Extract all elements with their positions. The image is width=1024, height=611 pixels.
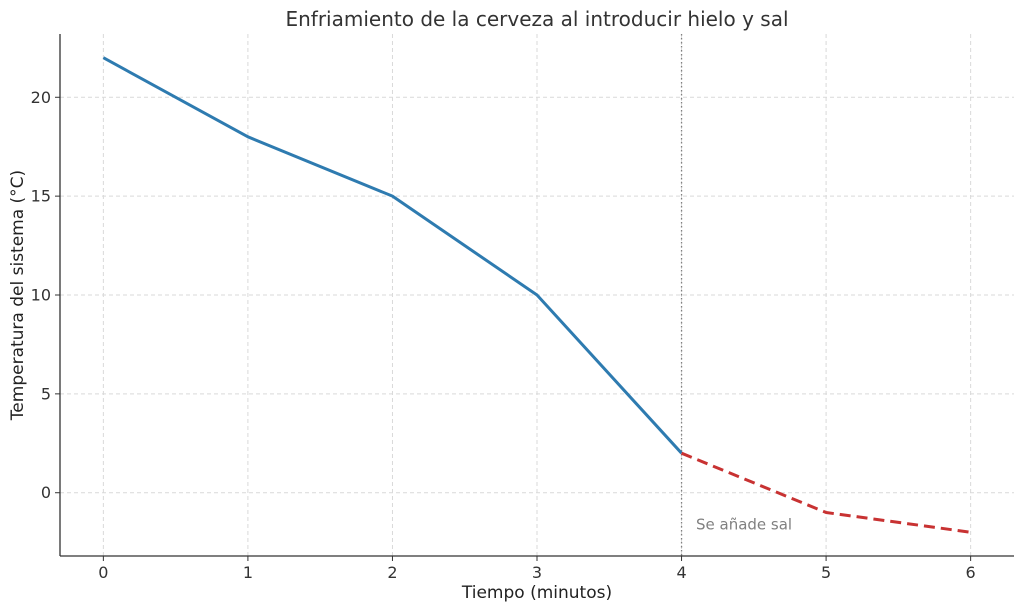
y-tick-label: 15 [31,187,51,206]
series-line-dashed [680,451,971,534]
x-axis-label: Tiempo (minutos) [461,583,612,603]
chart-title: Enfriamiento de la cerveza al introducir… [285,7,788,31]
y-tick-label: 0 [41,483,51,502]
y-tick-label: 20 [31,88,51,107]
x-tick-label: 2 [387,563,397,582]
annotation-se-anade-sal: Se añade sal [696,515,792,533]
series-line-solid [102,56,683,455]
x-tick-label: 5 [821,563,831,582]
ticks: 0 1 2 3 4 5 6 0 5 10 15 20 [31,88,976,582]
x-tick-label: 4 [676,563,686,582]
x-tick-label: 6 [966,563,976,582]
y-tick-label: 5 [41,384,51,403]
x-tick-label: 3 [532,563,542,582]
x-tick-label: 1 [243,563,253,582]
y-tick-label: 10 [31,286,51,305]
y-axis-label: Temperatura del sistema (°C) [8,170,28,421]
series-layer [102,56,971,534]
x-tick-label: 0 [98,563,108,582]
